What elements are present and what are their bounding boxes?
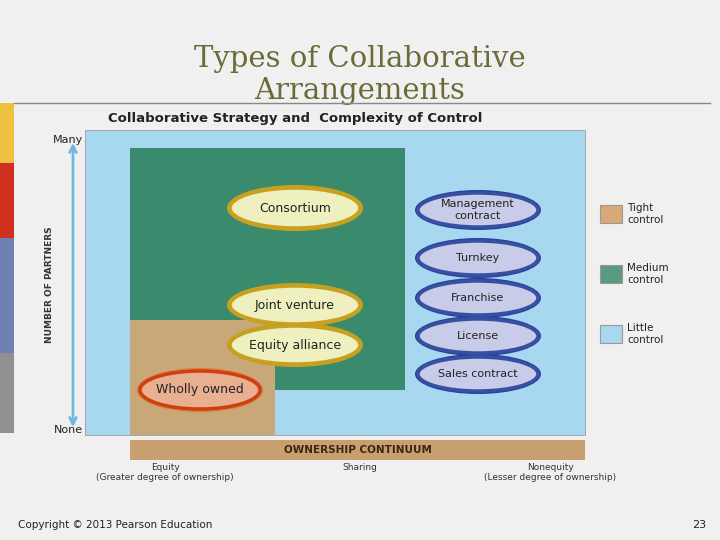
Ellipse shape bbox=[415, 190, 541, 230]
Ellipse shape bbox=[418, 193, 538, 227]
Ellipse shape bbox=[415, 278, 541, 318]
Text: Equity
(Greater degree of ownership): Equity (Greater degree of ownership) bbox=[96, 463, 234, 482]
Ellipse shape bbox=[418, 281, 538, 315]
Bar bbox=[130, 440, 585, 460]
Ellipse shape bbox=[415, 316, 541, 356]
Ellipse shape bbox=[415, 238, 541, 278]
Ellipse shape bbox=[137, 368, 263, 412]
Text: Collaborative Strategy and  Complexity of Control: Collaborative Strategy and Complexity of… bbox=[108, 112, 482, 125]
Text: Tight
control: Tight control bbox=[627, 203, 663, 225]
Ellipse shape bbox=[418, 241, 538, 275]
Text: 23: 23 bbox=[692, 520, 706, 530]
Text: Sharing: Sharing bbox=[343, 463, 377, 472]
Text: None: None bbox=[54, 425, 83, 435]
Text: Equity alliance: Equity alliance bbox=[249, 339, 341, 352]
Ellipse shape bbox=[230, 286, 360, 324]
Ellipse shape bbox=[230, 188, 360, 228]
Ellipse shape bbox=[418, 319, 538, 353]
Bar bbox=[130, 148, 405, 390]
Text: OWNERSHIP CONTINUUM: OWNERSHIP CONTINUUM bbox=[284, 445, 431, 455]
Text: Little
control: Little control bbox=[627, 323, 663, 345]
Bar bbox=[0, 103, 14, 163]
Bar bbox=[85, 130, 585, 435]
Bar bbox=[0, 353, 14, 433]
Text: License: License bbox=[457, 331, 499, 341]
Ellipse shape bbox=[227, 283, 363, 327]
Text: Management
contract: Management contract bbox=[441, 199, 515, 221]
Ellipse shape bbox=[140, 371, 260, 409]
Text: Copyright © 2013 Pearson Education: Copyright © 2013 Pearson Education bbox=[18, 520, 212, 530]
Text: Many: Many bbox=[53, 135, 83, 145]
Ellipse shape bbox=[418, 357, 538, 391]
Text: Turnkey: Turnkey bbox=[456, 253, 500, 263]
Bar bbox=[130, 320, 275, 435]
Ellipse shape bbox=[227, 185, 363, 231]
Ellipse shape bbox=[230, 326, 360, 364]
Ellipse shape bbox=[415, 354, 541, 394]
Text: Joint venture: Joint venture bbox=[255, 299, 335, 312]
Text: Medium
control: Medium control bbox=[627, 263, 669, 285]
Text: Sales contract: Sales contract bbox=[438, 369, 518, 379]
Text: Consortium: Consortium bbox=[259, 201, 331, 214]
Bar bbox=[0, 163, 14, 238]
Text: Nonequity
(Lesser degree of ownership): Nonequity (Lesser degree of ownership) bbox=[484, 463, 616, 482]
Text: Franchise: Franchise bbox=[451, 293, 505, 303]
Bar bbox=[600, 325, 622, 343]
Ellipse shape bbox=[227, 323, 363, 367]
Bar bbox=[0, 238, 14, 353]
Bar bbox=[600, 205, 622, 223]
Bar bbox=[600, 265, 622, 283]
Text: NUMBER OF PARTNERS: NUMBER OF PARTNERS bbox=[45, 227, 55, 343]
Text: Types of Collaborative
Arrangements: Types of Collaborative Arrangements bbox=[194, 45, 526, 105]
Text: Wholly owned: Wholly owned bbox=[156, 383, 244, 396]
